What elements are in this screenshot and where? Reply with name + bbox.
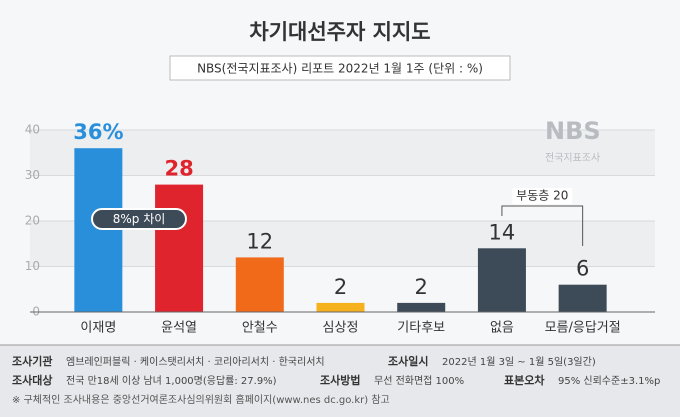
x-tick-label: 이재명: [80, 321, 116, 336]
data-label: 2: [334, 275, 347, 299]
footer-label: 조사대상: [12, 373, 52, 387]
footer-value: 엠브레인퍼블릭 · 케이스탯리서치 · 코리아리서치 · 한국리서치: [66, 356, 325, 368]
annotation-bg: [512, 188, 573, 204]
footer-value: 95% 신뢰수준±3.1%p: [558, 375, 660, 387]
annotation: 8%p 차이: [113, 212, 166, 226]
x-tick-label: 기타후보: [397, 321, 445, 336]
y-tick-label: 30: [25, 168, 40, 182]
footer-value: 2022년 1월 3일 ~ 1월 5일(3일간): [442, 356, 596, 368]
y-tick-label: 20: [25, 214, 40, 228]
data-label: 12: [246, 229, 273, 253]
x-tick-label: 윤석열: [161, 321, 197, 336]
bar: [155, 184, 204, 312]
footer-value: 전국 만18세 이상 남녀 1,000명(응답률: 27.9%): [66, 375, 277, 387]
y-tick-label: 10: [25, 259, 40, 273]
footer-note: ※ 구체적인 조사내용은 중앙선거여론조사심의위원회 홈페이지(www.nes …: [12, 393, 390, 406]
data-label: 14: [489, 220, 516, 244]
y-tick-label: 40: [25, 123, 40, 137]
data-label: 2: [415, 275, 428, 299]
x-tick-label: 모름/응답거절: [545, 321, 621, 336]
footer-label: 표본오차: [504, 373, 545, 387]
data-label: 36%: [73, 120, 123, 144]
x-tick-label: 없음: [490, 321, 514, 336]
bar: [397, 302, 446, 312]
x-tick-label: 안철수: [242, 321, 278, 336]
footer-label: 조사방법: [320, 373, 360, 387]
data-label: 28: [164, 157, 193, 181]
annotation-box: [91, 208, 187, 230]
subtitle: NBS(전국지표조사) 리포트 2022년 1월 1주 (단위 : %): [197, 62, 483, 76]
footer-value: 무선 전화면접 100%: [374, 375, 464, 387]
logo-sub: 전국지표조사: [545, 152, 600, 164]
subtitle-box: [169, 55, 511, 81]
footer-label: 조사일시: [388, 354, 428, 368]
bar: [558, 284, 607, 312]
data-label: 6: [576, 257, 589, 281]
footer-label: 조사기관: [12, 354, 52, 368]
chart-title: 차기대선주자 지지도: [249, 20, 430, 44]
bar: [235, 257, 284, 312]
bar: [477, 248, 526, 312]
annotation: 부동층 20: [516, 189, 568, 203]
bar: [74, 148, 123, 312]
footer-bg: [0, 345, 680, 417]
logo: NBS: [545, 117, 601, 145]
x-tick-label: 심상정: [323, 321, 359, 336]
bar: [316, 302, 365, 312]
bracket: [501, 205, 584, 246]
grid-band: [30, 130, 655, 176]
